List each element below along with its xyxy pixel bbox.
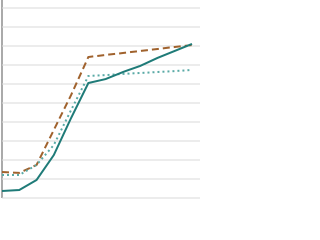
chart <box>1 0 200 199</box>
series-line <box>1 42 193 192</box>
series-line <box>1 44 193 174</box>
